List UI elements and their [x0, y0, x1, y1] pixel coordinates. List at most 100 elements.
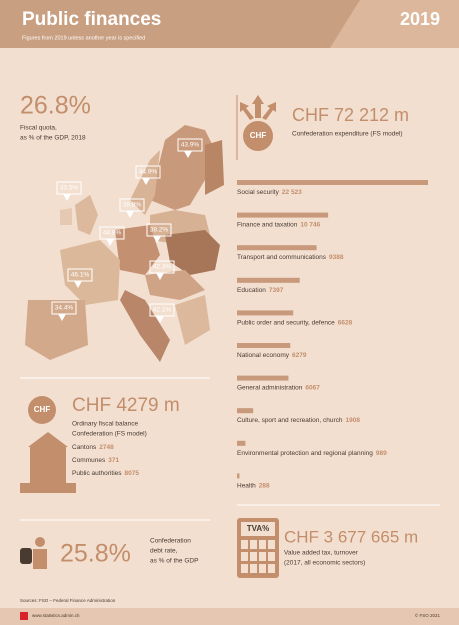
bar	[237, 408, 254, 414]
expenditure-label: Confederation expenditure (FS model)	[292, 131, 403, 138]
value-label: 22 523	[282, 189, 302, 196]
bar-label: Education 7397	[237, 287, 284, 294]
country	[175, 295, 210, 345]
bar-label: General administration 6067	[237, 384, 320, 391]
fiscal-quota-value: 26.8%	[20, 92, 91, 120]
callout	[119, 198, 145, 212]
bar	[237, 440, 246, 446]
callout	[67, 268, 93, 282]
callout-pointer	[74, 281, 82, 288]
country	[25, 300, 88, 360]
value-label: 288	[259, 482, 270, 489]
callout-pointer	[63, 194, 71, 201]
value-label: 6628	[338, 319, 353, 326]
item-name: Cantons	[72, 444, 97, 451]
callout	[135, 165, 161, 179]
callout	[51, 301, 77, 315]
value-label: 6279	[292, 352, 307, 359]
category: Education	[237, 287, 266, 294]
value-label: 989	[376, 450, 387, 457]
bar	[237, 245, 317, 251]
value-label: 1908	[346, 417, 361, 424]
country	[75, 195, 98, 235]
bar-label: Finance and taxation 10 746	[237, 221, 321, 228]
callout	[177, 138, 203, 152]
country	[205, 140, 224, 195]
bar	[237, 180, 428, 185]
debt-icon	[20, 537, 47, 569]
calculator-key	[268, 540, 275, 549]
footer-url: www.statistics.admin.ch	[32, 613, 80, 618]
callout-pointer	[184, 151, 192, 158]
callout	[146, 223, 172, 237]
category: Social security	[237, 189, 280, 196]
bar-label: Social security 22 523	[237, 189, 302, 196]
category: Health	[237, 482, 256, 489]
bar	[237, 212, 329, 218]
bar	[237, 277, 300, 283]
bar-label: Environmental protection and regional pl…	[237, 450, 387, 457]
calculator-key	[259, 552, 266, 561]
bar-label: National economy 6279	[237, 352, 307, 359]
map-label: 44.8%	[103, 230, 122, 237]
icon-text: CHF	[34, 405, 51, 414]
category: Public order and security, defence	[237, 319, 335, 326]
debt-label: debt rate,	[150, 548, 178, 555]
year: 2019	[400, 9, 440, 29]
map-label: 38.8%	[123, 202, 142, 209]
calculator-key	[241, 540, 248, 549]
balance-item: Communes 371	[72, 457, 119, 464]
sources: Sources: FSO – Federal Finance Administr…	[20, 598, 116, 603]
bar	[237, 343, 291, 348]
calculator-key	[241, 564, 248, 573]
calculator-key	[250, 552, 257, 561]
callout	[149, 260, 175, 274]
item-value: 371	[108, 457, 119, 464]
country	[165, 230, 220, 275]
category: Culture, sport and recreation, church	[237, 417, 343, 424]
calculator-key	[241, 552, 248, 561]
callout-pointer	[126, 211, 134, 218]
country	[60, 208, 72, 225]
callout	[56, 181, 82, 195]
item-value: 8075	[125, 470, 140, 477]
callout-pointer	[156, 316, 164, 323]
map-label: 46.1%	[71, 272, 90, 279]
bar-label: Public order and security, defence 6628	[237, 319, 353, 326]
header-accent	[330, 0, 459, 48]
map-label: 43.9%	[181, 142, 200, 149]
callout-pointer	[142, 178, 150, 185]
fiscal-quota-label: Fiscal quota,	[20, 125, 57, 132]
icon-text: CHF	[250, 131, 267, 140]
bar	[237, 310, 294, 316]
calculator-key	[250, 564, 257, 573]
debt-value: 25.8%	[60, 540, 131, 568]
vat-amount: CHF 3 677 665 m	[284, 527, 418, 546]
map-label: 33.5%	[60, 185, 79, 192]
balance-label: Ordinary fiscal balance	[72, 421, 138, 428]
bar-label: Health 288	[237, 482, 270, 489]
balance-label: Confederation (FS model)	[72, 431, 147, 438]
calculator-key	[268, 564, 275, 573]
callout-pointer	[156, 273, 164, 280]
country	[120, 290, 170, 362]
calculator-key	[268, 552, 275, 561]
item-name: Public authorities	[72, 470, 122, 477]
calculator-key	[259, 540, 266, 549]
map-label: 34.4%	[55, 305, 74, 312]
value-label: 9388	[329, 254, 344, 261]
category: Environmental protection and regional pl…	[237, 450, 373, 457]
expenditure-amount: CHF 72 212 m	[292, 105, 409, 125]
bar-label: Transport and communications 9388	[237, 254, 344, 261]
bar	[237, 375, 289, 381]
title: Public finances	[22, 9, 161, 30]
map-label: 44.9%	[139, 169, 158, 176]
category: National economy	[237, 352, 290, 359]
map-label: 38.2%	[150, 227, 169, 234]
country	[60, 240, 120, 305]
footer-band	[0, 608, 459, 625]
expenditure-icon	[240, 95, 276, 151]
icon-text: TVA%	[247, 524, 270, 533]
fiscal-quota-label: as % of the GDP, 2018	[20, 135, 86, 142]
